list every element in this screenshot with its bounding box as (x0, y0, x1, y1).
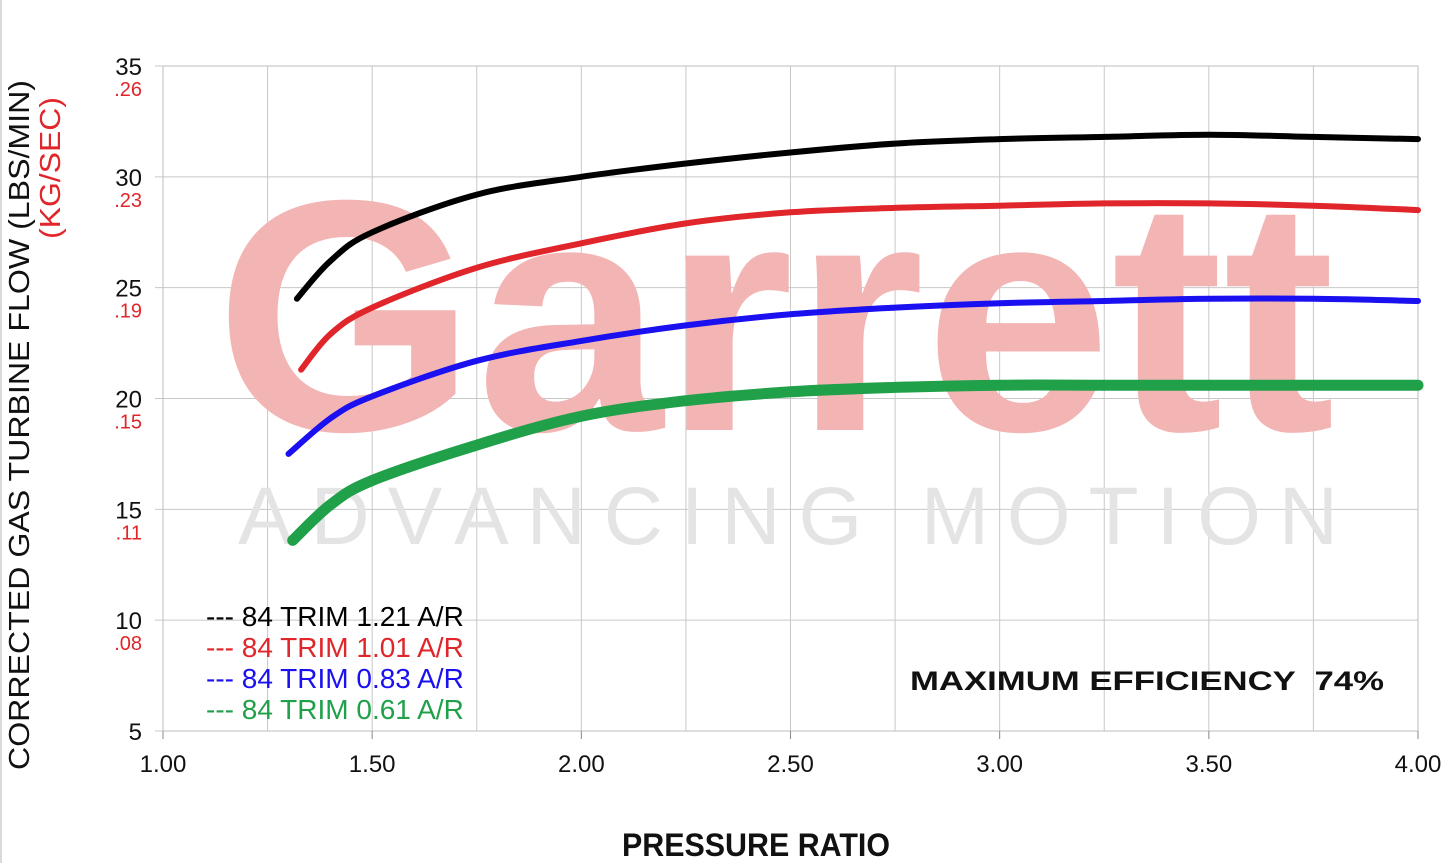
y-tick-label-secondary: .19 (114, 301, 142, 323)
series-line (293, 131, 1421, 302)
x-tick-label: 3.00 (976, 751, 1023, 778)
garrett-watermark: Garrett ADVANCING MOTION (215, 131, 1338, 562)
x-tick-label: 2.00 (558, 751, 605, 778)
y-tick-label: 5 (129, 719, 142, 746)
series-line (285, 295, 1421, 457)
y-tick-label: 35 (115, 54, 142, 81)
legend-item: --- 84 TRIM 0.83 A/R (206, 663, 464, 694)
x-tick-label: 4.00 (1395, 751, 1442, 778)
y-axis-label: CORRECTED GAS TURBINE FLOW (LBS/MIN) (4, 80, 36, 770)
max-efficiency-annotation: MAXIMUM EFFICIENCY 74% (910, 666, 1384, 696)
legend: --- 84 TRIM 1.21 A/R--- 84 TRIM 1.01 A/R… (206, 601, 464, 725)
left-border (0, 0, 2, 863)
x-tick-label: 3.50 (1185, 751, 1232, 778)
legend-item: --- 84 TRIM 0.61 A/R (206, 694, 464, 725)
y-tick-label: 20 (115, 387, 142, 414)
y-axis-label-secondary: (KG/SEC) (35, 97, 67, 239)
series-line (287, 379, 1424, 546)
x-tick-label: 1.50 (349, 751, 396, 778)
legend-item: --- 84 TRIM 1.21 A/R (206, 601, 464, 632)
axes: 1.00 1.50 2.00 2.50 3.00 3.50 4.00 35.26 30.23 25… (114, 54, 1441, 778)
series-lines (285, 131, 1424, 546)
y-tick-label: 15 (115, 497, 142, 524)
y-tick-label-secondary: .23 (114, 190, 142, 212)
y-tick-label-secondary: .26 (114, 79, 142, 101)
y-tick-label-secondary: .15 (114, 412, 142, 434)
x-axis-label: PRESSURE RATIO (622, 827, 890, 863)
legend-item: --- 84 TRIM 1.01 A/R (206, 632, 464, 663)
series-line (298, 200, 1421, 373)
x-tick-label: 2.50 (767, 751, 814, 778)
x-tick-label: 1.00 (140, 751, 187, 778)
y-tick-label: 30 (115, 165, 142, 192)
y-tick-label: 10 (115, 608, 142, 635)
y-tick-label-secondary: .08 (114, 633, 142, 655)
y-tick-label: 25 (115, 276, 142, 303)
y-tick-label-secondary: .11 (116, 522, 142, 544)
